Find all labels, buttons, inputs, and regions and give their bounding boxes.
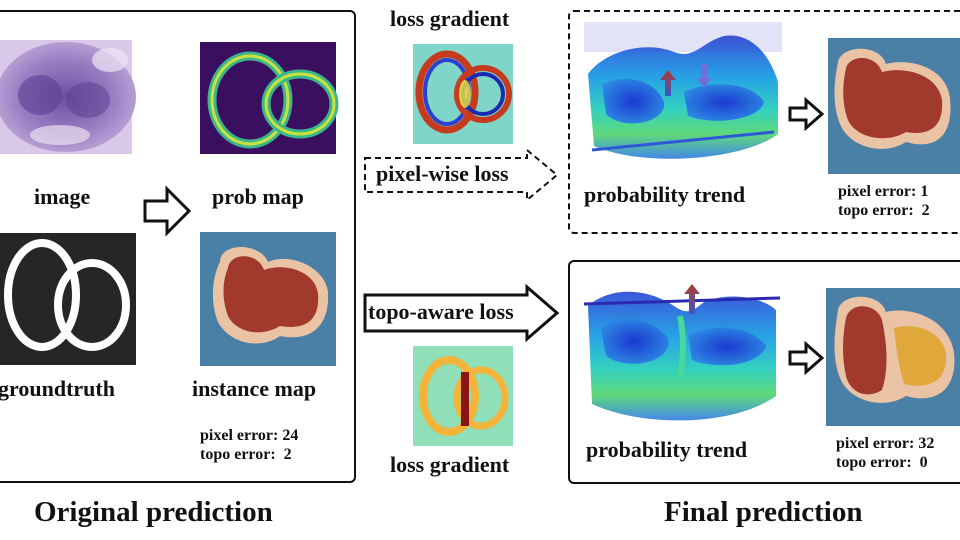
original-prediction-title: Original prediction — [34, 496, 273, 528]
histology-image — [0, 40, 136, 154]
right-arrow-icon — [788, 96, 825, 132]
pixel-wise-loss-arrow — [364, 147, 559, 203]
bottom-pixel-error: pixel error: 32 — [836, 435, 935, 452]
groundtruth-label: groundtruth — [0, 376, 115, 401]
bottom-probability-surface — [583, 291, 781, 421]
bottom-probability-trend-label: probability trend — [586, 437, 748, 462]
final-prediction-title: Final prediction — [664, 496, 863, 528]
bottom-topo-error: topo error: 0 — [836, 454, 928, 471]
bottom-loss-gradient-map — [413, 346, 513, 446]
prob-map-label: prob map — [212, 184, 304, 209]
top-pixel-error: pixel error: 1 — [838, 183, 929, 200]
instance-map — [200, 232, 336, 366]
topo-aware-result-panel — [568, 260, 960, 484]
bottom-final-instance-map — [826, 288, 960, 426]
right-arrow-icon — [788, 340, 825, 376]
pixel-wise-result-panel — [568, 10, 960, 234]
left-pixel-error: pixel error: 24 — [200, 427, 299, 444]
prob-map — [200, 42, 339, 154]
left-topo-error: topo error: 2 — [200, 446, 292, 463]
top-loss-gradient-map — [413, 44, 513, 144]
right-arrow-icon — [143, 185, 192, 237]
original-prediction-panel — [0, 10, 356, 483]
blue-down-arrow-icon — [696, 64, 712, 88]
red-up-arrow-icon — [660, 70, 676, 96]
topo-aware-loss-arrow — [363, 283, 560, 343]
groundtruth-image — [0, 233, 136, 365]
red-up-arrow-icon — [684, 284, 700, 314]
top-topo-error: topo error: 2 — [838, 202, 930, 219]
image-label: image — [34, 184, 91, 209]
bottom-loss-gradient-label: loss gradient — [390, 452, 510, 477]
top-loss-gradient-label: loss gradient — [390, 6, 510, 31]
top-probability-surface — [584, 22, 782, 159]
top-final-instance-map — [828, 38, 960, 174]
pixel-wise-loss-label: pixel-wise loss — [376, 161, 509, 186]
top-probability-trend-label: probability trend — [584, 182, 746, 207]
instance-map-label: instance map — [192, 376, 317, 401]
topo-aware-loss-label: topo-aware loss — [368, 299, 514, 324]
